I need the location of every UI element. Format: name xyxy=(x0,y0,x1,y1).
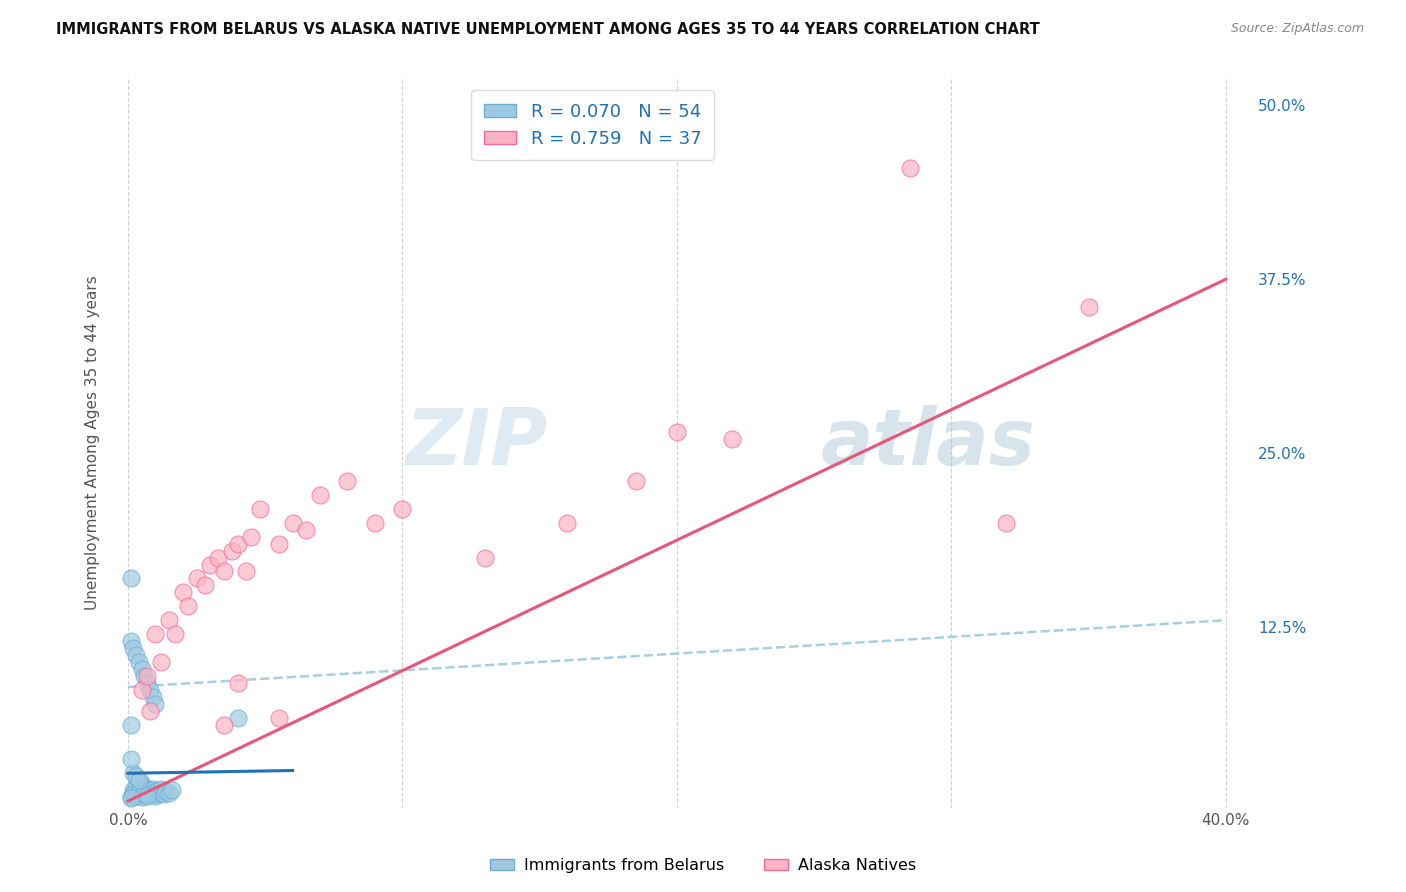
Point xyxy=(172,585,194,599)
Point xyxy=(128,781,150,796)
Point xyxy=(336,474,359,488)
Point xyxy=(128,786,150,800)
Point xyxy=(136,669,159,683)
Point xyxy=(122,783,145,797)
Point xyxy=(125,789,148,803)
Point xyxy=(149,781,172,796)
Point xyxy=(120,789,142,804)
Point xyxy=(128,655,150,669)
Point xyxy=(120,752,142,766)
Point xyxy=(235,565,257,579)
Point xyxy=(212,565,235,579)
Point xyxy=(149,655,172,669)
Point xyxy=(267,711,290,725)
Point xyxy=(125,648,148,662)
Point xyxy=(131,682,153,697)
Point xyxy=(149,786,172,800)
Point xyxy=(226,711,249,725)
Point xyxy=(163,627,186,641)
Point xyxy=(122,640,145,655)
Point xyxy=(146,787,169,801)
Point xyxy=(186,571,208,585)
Point xyxy=(125,789,148,803)
Point xyxy=(391,501,413,516)
Point xyxy=(131,789,153,804)
Point xyxy=(157,613,180,627)
Point xyxy=(125,769,148,783)
Point xyxy=(131,787,153,801)
Point xyxy=(249,501,271,516)
Point xyxy=(240,530,263,544)
Point xyxy=(128,773,150,788)
Point xyxy=(139,704,162,718)
Point xyxy=(128,786,150,800)
Point xyxy=(122,787,145,801)
Point xyxy=(131,662,153,676)
Point xyxy=(1077,300,1099,314)
Point xyxy=(142,786,165,800)
Legend: R = 0.070   N = 54, R = 0.759   N = 37: R = 0.070 N = 54, R = 0.759 N = 37 xyxy=(471,90,714,161)
Point xyxy=(146,783,169,797)
Point xyxy=(142,781,165,796)
Point xyxy=(122,766,145,780)
Point xyxy=(720,432,742,446)
Point xyxy=(139,783,162,797)
Point xyxy=(194,578,217,592)
Point xyxy=(120,571,142,585)
Point xyxy=(143,697,166,711)
Point xyxy=(281,516,304,530)
Point xyxy=(136,786,159,800)
Point xyxy=(122,787,145,801)
Point xyxy=(134,789,156,803)
Point xyxy=(143,789,166,803)
Point xyxy=(120,791,142,805)
Point xyxy=(309,488,332,502)
Point xyxy=(139,787,162,801)
Point xyxy=(207,550,229,565)
Text: atlas: atlas xyxy=(821,405,1035,481)
Point xyxy=(665,425,688,440)
Point xyxy=(200,558,222,572)
Point xyxy=(143,784,166,798)
Point xyxy=(152,787,174,801)
Point xyxy=(995,516,1018,530)
Point xyxy=(474,550,496,565)
Point xyxy=(364,516,387,530)
Point xyxy=(120,634,142,648)
Point xyxy=(226,676,249,690)
Point xyxy=(136,789,159,803)
Point xyxy=(134,780,156,795)
Point xyxy=(221,543,243,558)
Point xyxy=(136,676,159,690)
Point xyxy=(131,777,153,791)
Point xyxy=(142,690,165,704)
Legend: Immigrants from Belarus, Alaska Natives: Immigrants from Belarus, Alaska Natives xyxy=(484,852,922,880)
Text: Source: ZipAtlas.com: Source: ZipAtlas.com xyxy=(1230,22,1364,36)
Point xyxy=(157,786,180,800)
Point xyxy=(555,516,578,530)
Point xyxy=(125,780,148,795)
Point xyxy=(136,781,159,796)
Point xyxy=(134,669,156,683)
Point xyxy=(134,784,156,798)
Point xyxy=(295,523,318,537)
Point xyxy=(267,536,290,550)
Point xyxy=(212,717,235,731)
Point xyxy=(134,787,156,801)
Text: ZIP: ZIP xyxy=(405,405,547,481)
Point xyxy=(624,474,647,488)
Point xyxy=(898,161,921,175)
Point xyxy=(125,784,148,798)
Point xyxy=(226,536,249,550)
Point xyxy=(155,784,177,798)
Point xyxy=(131,783,153,797)
Point xyxy=(143,627,166,641)
Point xyxy=(120,717,142,731)
Y-axis label: Unemployment Among Ages 35 to 44 years: Unemployment Among Ages 35 to 44 years xyxy=(86,276,100,610)
Point xyxy=(160,783,183,797)
Text: IMMIGRANTS FROM BELARUS VS ALASKA NATIVE UNEMPLOYMENT AMONG AGES 35 TO 44 YEARS : IMMIGRANTS FROM BELARUS VS ALASKA NATIVE… xyxy=(56,22,1040,37)
Point xyxy=(177,599,200,614)
Point xyxy=(139,682,162,697)
